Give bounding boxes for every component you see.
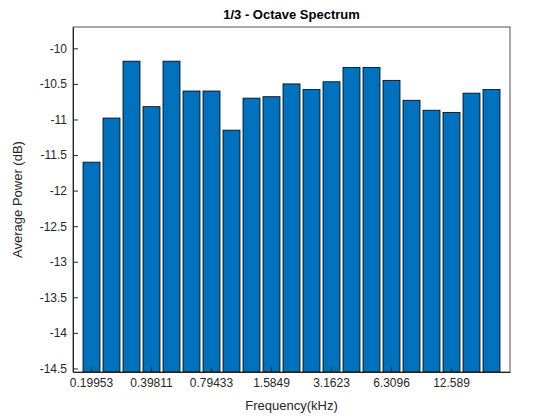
bar <box>443 112 460 372</box>
bar <box>143 107 160 372</box>
bar <box>203 91 220 372</box>
y-axis-line <box>73 28 74 373</box>
x-tick-label: 1.5849 <box>253 376 290 390</box>
bar <box>303 90 320 372</box>
y-tick-mark <box>73 48 78 49</box>
x-tick: 12.589 <box>433 367 470 390</box>
y-tick: -14.5 <box>40 362 78 376</box>
bar <box>83 162 100 372</box>
y-tick-label: -14.5 <box>40 362 68 376</box>
bar <box>223 130 240 372</box>
x-axis-title: Frequency(kHz) <box>245 398 337 413</box>
y-tick-mark <box>73 226 78 227</box>
y-tick-label: -11.5 <box>41 148 68 162</box>
y-tick: -14 <box>50 326 78 340</box>
x-tick-label: 6.3096 <box>373 376 410 390</box>
x-tick-label: 0.19953 <box>70 376 114 390</box>
bar <box>163 61 180 372</box>
x-tick-mark <box>91 367 92 372</box>
bar <box>463 93 480 372</box>
y-tick-label: -13.5 <box>40 291 68 305</box>
x-tick-mark <box>331 367 332 372</box>
chart: 0.19953 0.39811 0.79433 1.5849 3.1623 6.3096 1… <box>0 0 560 420</box>
y-tick-mark <box>73 297 78 298</box>
plot-frame <box>73 27 510 372</box>
bar <box>403 100 420 372</box>
bar <box>383 80 400 372</box>
bars <box>83 61 500 372</box>
y-tick-label: -12 <box>50 184 68 198</box>
bar <box>483 90 500 372</box>
bar <box>183 91 200 372</box>
y-tick-label: -12.5 <box>40 220 68 234</box>
x-tick-mark <box>271 367 272 372</box>
x-tick: 6.3096 <box>373 367 410 390</box>
x-tick-mark <box>451 367 452 372</box>
x-tick-label: 3.1623 <box>313 376 350 390</box>
y-tick: -10.5 <box>40 77 78 91</box>
y-tick: -10 <box>50 42 78 56</box>
y-tick-label: -10 <box>50 42 68 56</box>
y-tick: -12.5 <box>40 220 78 234</box>
x-axis: 0.19953 0.39811 0.79433 1.5849 3.1623 6.3096 1… <box>70 367 511 390</box>
bar <box>263 97 280 372</box>
bar <box>283 84 300 372</box>
x-tick-label: 0.39811 <box>130 376 173 390</box>
x-tick-mark <box>211 367 212 372</box>
y-tick-label: -13 <box>50 255 68 269</box>
y-tick-mark <box>73 262 78 263</box>
x-tick: 3.1623 <box>313 367 350 390</box>
y-tick: -13 <box>50 255 78 269</box>
bar <box>343 68 360 372</box>
x-tick: 0.19953 <box>70 367 114 390</box>
bar <box>123 61 140 372</box>
y-tick: -11 <box>51 113 78 127</box>
y-tick: -12 <box>50 184 78 198</box>
y-tick-label: -14 <box>50 326 68 340</box>
x-tick-label: 12.589 <box>433 376 470 390</box>
x-axis-line <box>74 372 511 373</box>
y-tick-mark <box>73 368 78 369</box>
x-tick: 0.79433 <box>190 367 234 390</box>
y-tick-mark <box>73 155 78 156</box>
bar <box>363 68 380 372</box>
y-tick-label: -10.5 <box>40 77 68 91</box>
bar <box>323 82 340 372</box>
x-tick-mark <box>151 367 152 372</box>
x-tick: 1.5849 <box>253 367 290 390</box>
y-axis-title: Average Power (dB) <box>10 141 25 258</box>
y-tick-label: -11 <box>51 113 68 127</box>
x-tick-label: 0.79433 <box>190 376 234 390</box>
y-tick-mark <box>73 119 78 120</box>
y-tick: -13.5 <box>40 291 78 305</box>
title: 1/3 - Octave Spectrum <box>223 7 360 22</box>
y-tick: -11.5 <box>41 148 78 162</box>
bar <box>243 98 260 372</box>
y-tick-mark <box>73 191 78 192</box>
bar <box>423 110 440 372</box>
y-axis: -14.5 -14 -13.5 -13 -12.5 -12 -11.5 -11 -10.5 -10 <box>40 28 78 376</box>
bar <box>103 118 120 372</box>
x-tick-mark <box>391 367 392 372</box>
y-tick-mark <box>73 84 78 85</box>
x-tick: 0.39811 <box>130 367 173 390</box>
y-tick-mark <box>73 333 78 334</box>
